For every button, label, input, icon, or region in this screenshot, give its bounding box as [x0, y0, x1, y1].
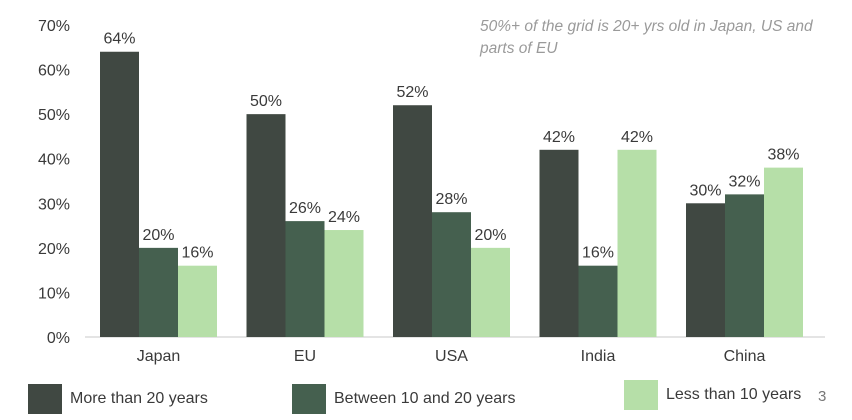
category-label-japan: Japan	[137, 348, 181, 365]
chart-annotation: 50%+ of the grid is 20+ yrs old in Japan…	[480, 18, 813, 57]
legend-swatch	[292, 384, 326, 414]
legend-label: More than 20 years	[70, 390, 208, 407]
data-label: 16%	[582, 245, 614, 262]
bar-japan-series-0	[100, 51, 139, 337]
bar-india-series-2	[617, 149, 657, 337]
bar-eu-series-2	[324, 230, 364, 337]
data-label: 16%	[181, 245, 213, 262]
data-label: 42%	[621, 129, 653, 146]
data-label: 50%	[250, 93, 282, 110]
y-tick-label: 60%	[38, 63, 70, 80]
legend-item-more-than-20: More than 20 years	[28, 384, 208, 414]
y-tick-label: 50%	[38, 107, 70, 124]
y-axis: 0% 10% 20% 30% 40% 50% 60% 70%	[38, 18, 70, 347]
y-tick-label: 40%	[38, 152, 70, 169]
legend-label: Less than 10 years	[666, 386, 802, 403]
y-tick-label: 30%	[38, 196, 70, 213]
data-label: 20%	[474, 227, 506, 244]
data-label: 52%	[396, 84, 428, 101]
legend-item-less-than-10: Less than 10 years	[624, 380, 801, 410]
bar-usa-series-1	[432, 212, 471, 337]
bar-japan-series-2	[178, 265, 217, 337]
bar-eu-series-0	[246, 114, 286, 338]
y-tick-label: 20%	[38, 241, 70, 258]
legend-label: Between 10 and 20 years	[334, 390, 516, 407]
bar-eu-series-1	[285, 221, 325, 337]
bar-china-series-1	[725, 194, 764, 337]
y-tick-label: 70%	[38, 18, 70, 35]
data-label: 32%	[728, 173, 760, 190]
data-label: 64%	[103, 31, 135, 48]
bar-usa-series-0	[393, 105, 432, 337]
category-label-eu: EU	[294, 348, 316, 365]
bars: 64% 20% 16% 50% 26% 24% 52% 28% 20% 42% 16% 42% 30% 3…	[100, 31, 803, 338]
category-label-china: China	[724, 348, 766, 365]
bar-china-series-2	[764, 167, 803, 337]
data-label: 26%	[289, 200, 321, 217]
data-label: 30%	[689, 182, 721, 199]
bar-india-series-0	[539, 149, 579, 337]
data-label: 38%	[767, 147, 799, 164]
legend-swatch	[624, 380, 658, 410]
y-tick-label: 10%	[38, 285, 70, 302]
bar-japan-series-1	[139, 247, 178, 337]
data-label: 20%	[142, 227, 174, 244]
data-label: 42%	[543, 129, 575, 146]
data-label: 24%	[328, 209, 360, 226]
category-label-india: India	[581, 348, 616, 365]
y-tick-label: 0%	[47, 330, 70, 347]
page-number: 3	[818, 388, 827, 405]
legend-swatch	[28, 384, 62, 414]
bar-usa-series-2	[471, 247, 510, 337]
bar-india-series-1	[578, 265, 618, 337]
data-label: 28%	[435, 191, 467, 208]
category-labels: Japan EU USA India China	[137, 348, 766, 365]
category-label-usa: USA	[435, 348, 468, 365]
bar-china-series-0	[686, 203, 725, 337]
legend-item-between-10-20: Between 10 and 20 years	[292, 384, 515, 414]
